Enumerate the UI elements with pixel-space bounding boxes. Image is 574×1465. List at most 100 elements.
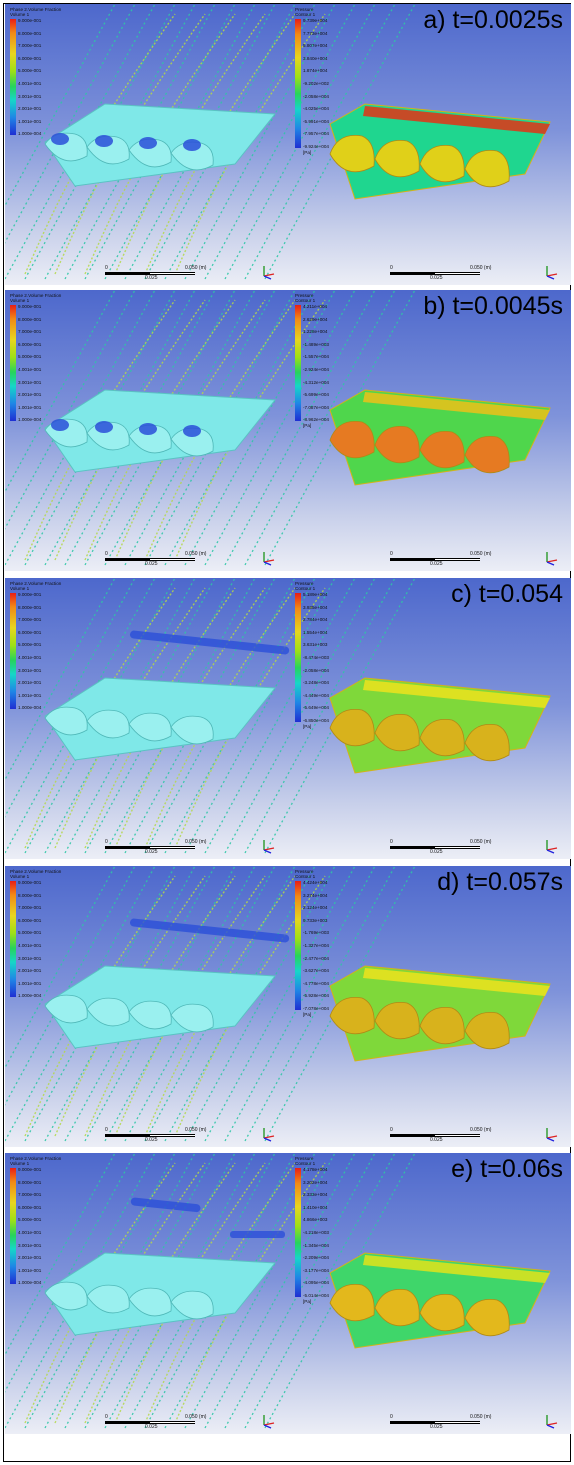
legend-tick-label: -3.627e+004 <box>303 968 329 974</box>
legend-tick-label: 4.001e-001 <box>18 80 42 86</box>
scale-zero: 0 <box>105 551 108 557</box>
vf_legend-legend: Phase 2.Volume Fraction Volume 1 9.000e-00… <box>10 581 61 710</box>
legend-unit: [Pa] <box>303 724 312 729</box>
legend-title: Phase 2.Volume Fraction <box>10 1156 62 1161</box>
legend-title: Phase 2.Volume Fraction <box>10 293 62 298</box>
scale-mid: 0.025 <box>145 561 158 567</box>
panel-e: Phase 2.Volume Fraction Volume 1 9.000e-00… <box>5 1153 571 1434</box>
hydrofoil-bump <box>44 994 88 1024</box>
vf_legend-legend: Phase 2.Volume Fraction Volume 1 9.000e-00… <box>10 7 61 136</box>
pressure-bump <box>374 1002 420 1040</box>
legend-tick-label: 9.000e-001 <box>18 304 42 309</box>
scale-zero: 0 <box>390 1127 393 1133</box>
scale-mid: 0.025 <box>430 1137 443 1143</box>
scale-bar: 0 0.050 (m) 0.025 <box>105 551 215 567</box>
legend-tick-label: 2.124e+004 <box>303 905 328 911</box>
scale-mid: 0.025 <box>145 849 158 855</box>
legend-tick-label: -7.957e+004 <box>303 131 329 137</box>
legend-tick-label: 7.773e+004 <box>303 30 328 36</box>
legend-tick-label: 9.000e-001 <box>18 592 42 597</box>
legend-tick-label: 2.629e+004 <box>303 316 328 322</box>
scale-mid: 0.025 <box>145 1137 158 1143</box>
legend-subtitle: Contour 1 <box>295 298 316 304</box>
cavity-region <box>130 1197 285 1238</box>
legend-tick-label: 5.000e-001 <box>18 642 42 648</box>
cavity-region <box>129 918 290 943</box>
pressure-bump <box>419 1007 465 1045</box>
legend-tick-label: 1.001e-001 <box>18 692 42 698</box>
legend-tick-label: 1.000e-004 <box>18 417 42 423</box>
scale-zero: 0 <box>390 839 393 845</box>
hydrofoil-bump <box>128 1287 172 1317</box>
legend-tick-label: 9.000e-001 <box>18 880 42 885</box>
legend-tick-label: 1.228e+004 <box>303 329 328 335</box>
streamline <box>224 290 376 566</box>
legend-title: Pressure <box>295 7 314 12</box>
legend-tick-label: 1.874e+004 <box>303 68 328 74</box>
scale-zero: 0 <box>105 839 108 845</box>
legend-subtitle: Volume 1 <box>10 1161 30 1167</box>
streamline <box>244 578 396 854</box>
scale-zero: 0 <box>390 265 393 271</box>
pressure-bump <box>419 719 465 757</box>
panel-b: Phase 2.Volume Fraction Volume 1 9.000e-00… <box>5 290 571 571</box>
scale-zero: 0 <box>105 1127 108 1133</box>
legend-ticks: 9.000e-001 8.000e-001 7.000e-001 6.000e-001… <box>18 592 41 718</box>
legend-tick-label: -1.327e+004 <box>303 942 329 948</box>
hydrofoil-bump <box>44 1281 88 1311</box>
legend-subtitle: Contour 1 <box>295 12 316 18</box>
legend-ticks: 4.178e+004 3.202e+004 2.333e+004 1.410e+004… <box>303 1167 329 1306</box>
legend-tick-label: 4.001e-001 <box>18 366 42 372</box>
legend-tick-label: -4.449e+004 <box>303 692 329 698</box>
pressure-bump <box>329 997 375 1035</box>
scale-bar: 0 0.050 (m) 0.025 <box>105 839 215 855</box>
pressure-bump <box>374 426 420 464</box>
legend-tick-label: -1.489e+003 <box>303 341 329 347</box>
legend-tick-label: -4.312e+004 <box>303 379 329 385</box>
scale-zero: 0 <box>390 1414 393 1420</box>
legend-tick-label: -4.218e+003 <box>303 1229 329 1235</box>
legend-tick-label: -8.474e+003 <box>303 654 329 660</box>
streamline <box>184 290 336 566</box>
legend-tick-label: 9.739e+004 <box>303 18 328 23</box>
vf_legend-legend: Phase 2.Volume Fraction Volume 1 9.000e-00… <box>10 1156 62 1285</box>
streamline <box>5 578 116 782</box>
hydrofoil-bump <box>170 715 214 745</box>
color-bar <box>295 881 301 1010</box>
panel-c: Phase 2.Volume Fraction Volume 1 9.000e-00… <box>5 578 571 859</box>
legend-tick-label: 1.001e-001 <box>18 980 42 986</box>
legend-tick-label: -1.345e+004 <box>303 1242 329 1248</box>
legend-tick-label: 7.000e-001 <box>18 905 42 911</box>
scale-line <box>390 558 480 561</box>
streamline <box>204 578 356 854</box>
hydrofoil-bump <box>86 1284 130 1314</box>
cavity-region <box>129 630 290 655</box>
panel-a: Phase 2.Volume Fraction Volume 1 9.000e-00… <box>5 4 571 285</box>
color-bar <box>10 19 16 136</box>
color-bar <box>10 593 16 710</box>
scale-line <box>105 846 195 849</box>
streamline <box>184 4 336 280</box>
legend-ticks: 4.424e+004 3.274e+004 2.124e+004 9.733e+003… <box>303 880 329 1019</box>
legend-tick-label: 2.001e-001 <box>18 106 42 112</box>
legend-title: Pressure <box>295 581 314 586</box>
legend-subtitle: Volume 1 <box>10 12 30 18</box>
legend-tick-label: 9.000e-001 <box>18 1167 42 1172</box>
legend-tick-label: 7.000e-001 <box>18 43 42 49</box>
pressure-bump <box>374 1289 420 1327</box>
cavity-region <box>51 133 201 151</box>
pressure-bump <box>329 421 375 459</box>
scale-bar: 0 0.050 (m) 0.025 <box>105 1127 215 1143</box>
legend-tick-label: 3.001e-001 <box>18 379 42 385</box>
hydrofoil-right-pressure <box>329 389 551 486</box>
streamline <box>244 1153 396 1429</box>
cfd-scene <box>5 4 551 280</box>
legend-tick-label: -5.014e+004 <box>303 1292 329 1298</box>
legend-title: Phase 2.Volume Fraction <box>10 869 62 874</box>
legend-tick-label: 1.000e-004 <box>18 993 42 999</box>
legend-tick-label: 8.000e-001 <box>18 892 42 898</box>
legend-subtitle: Contour 1 <box>295 874 316 880</box>
legend-tick-label: -8.962e+004 <box>303 417 329 423</box>
p_legend-legend: Pressure Contour 1 9.739e+004 7.773e+004 5.8… <box>295 7 329 155</box>
scale-bar: 0 0.050 (m) 0.025 <box>390 1127 500 1143</box>
